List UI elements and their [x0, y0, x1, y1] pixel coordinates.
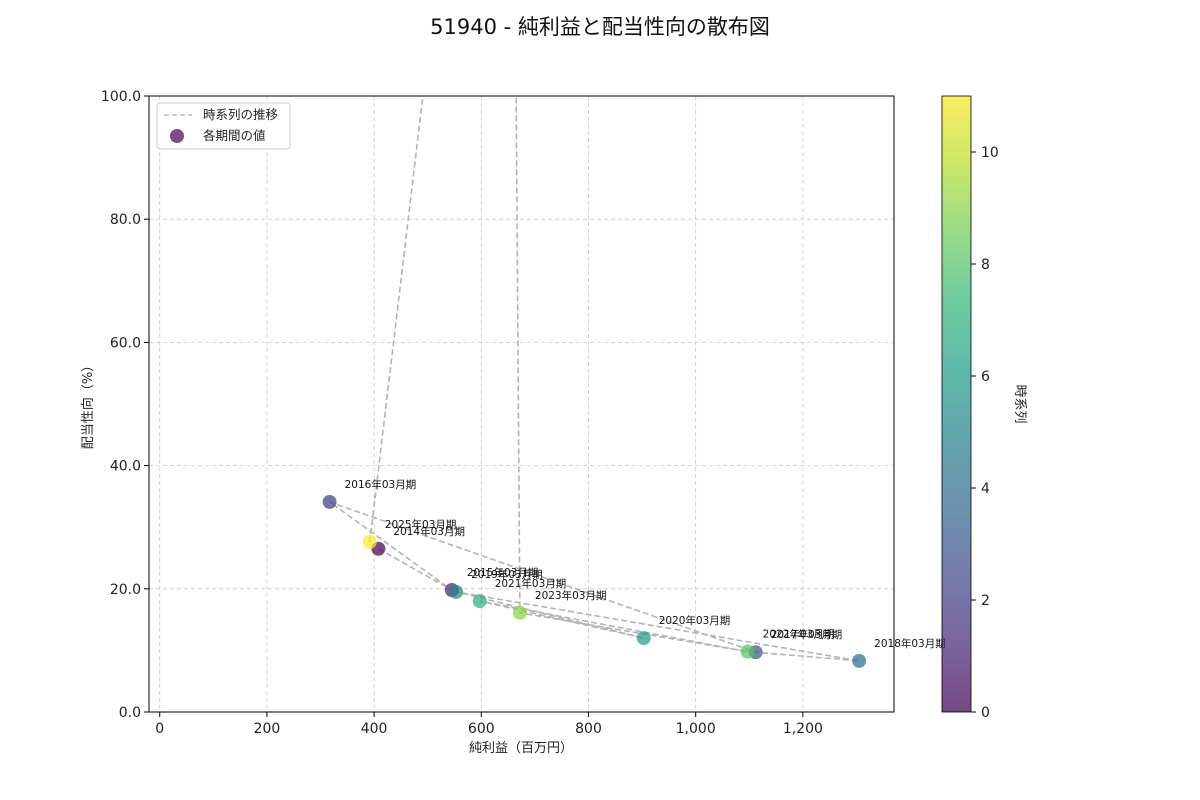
data-point: [740, 644, 755, 659]
point-label: 2021年03月期: [495, 577, 567, 590]
colorbar-tick-label: 10: [981, 145, 999, 161]
x-axis-ticks: 0 200 400 600 800 1,000 1,200: [155, 712, 823, 737]
data-point: [449, 584, 464, 599]
colorbar-tick-label: 0: [981, 705, 990, 721]
y-tick-label: 80.0: [110, 212, 141, 228]
x-tick-label: 1,000: [676, 721, 716, 737]
x-axis-label: 純利益（百万円）: [469, 741, 573, 756]
data-point: [472, 594, 487, 609]
colorbar-tick-label: 4: [981, 481, 990, 497]
y-axis-ticks: 0.0 20.0 40.0 60.0 80.0 100.0: [101, 89, 149, 721]
point-label: 2022年03月期: [763, 628, 835, 641]
trend-line: [329, 96, 860, 662]
point-label: 2015年03月期: [467, 566, 539, 579]
point-label: 2016年03月期: [345, 478, 417, 491]
legend-points-label: 各期間の値: [203, 128, 266, 143]
legend-line-label: 時系列の推移: [203, 107, 278, 122]
y-tick-label: 40.0: [110, 459, 141, 475]
y-tick-label: 20.0: [110, 582, 141, 598]
trend-line-group: [329, 96, 860, 662]
colorbar-tick-label: 8: [981, 257, 990, 273]
x-tick-label: 400: [361, 721, 388, 737]
colorbar-label: 時系列: [1012, 384, 1027, 423]
x-tick-label: 1,200: [783, 721, 823, 737]
data-points-group: [322, 494, 867, 668]
point-label: 2017年03月期: [771, 628, 843, 641]
x-tick-label: 800: [575, 721, 602, 737]
y-tick-label: 60.0: [110, 335, 141, 351]
y-tick-label: 100.0: [101, 89, 141, 105]
colorbar-gradient: [941, 95, 972, 713]
point-label: 2023年03月期: [535, 589, 607, 602]
x-tick-label: 600: [468, 721, 495, 737]
y-tick-label: 0.0: [119, 705, 141, 721]
y-axis-label: 配当性向（%）: [80, 359, 96, 449]
colorbar-ticks: 0 2 4 6 8 10: [971, 145, 999, 721]
plot-frame: [148, 95, 895, 713]
chart-title: 51940 - 純利益と配当性向の散布図: [430, 15, 770, 39]
x-tick-label: 200: [254, 721, 281, 737]
point-label: 2020年03月期: [659, 614, 731, 627]
legend: 時系列の推移 各期間の値: [156, 102, 291, 150]
data-point: [852, 653, 867, 668]
legend-point-marker: [170, 129, 184, 143]
point-label: 2019年03月期: [471, 568, 543, 581]
point-annotations-group: 2014年03月期 2015年03月期 2016年03月期 2017年03月期 2018…: [345, 478, 946, 650]
data-point: [362, 534, 377, 549]
point-label: 2014年03月期: [393, 525, 465, 538]
point-label: 2025年03月期: [385, 518, 457, 531]
colorbar-tick-label: 6: [981, 369, 990, 385]
data-point: [322, 494, 337, 509]
colorbar: 0 2 4 6 8 10 時系列: [941, 95, 1027, 721]
x-tick-label: 0: [155, 721, 164, 737]
data-point: [636, 631, 651, 646]
colorbar-tick-label: 2: [981, 593, 990, 609]
data-point: [512, 605, 527, 620]
point-label: 2018年03月期: [874, 637, 946, 650]
